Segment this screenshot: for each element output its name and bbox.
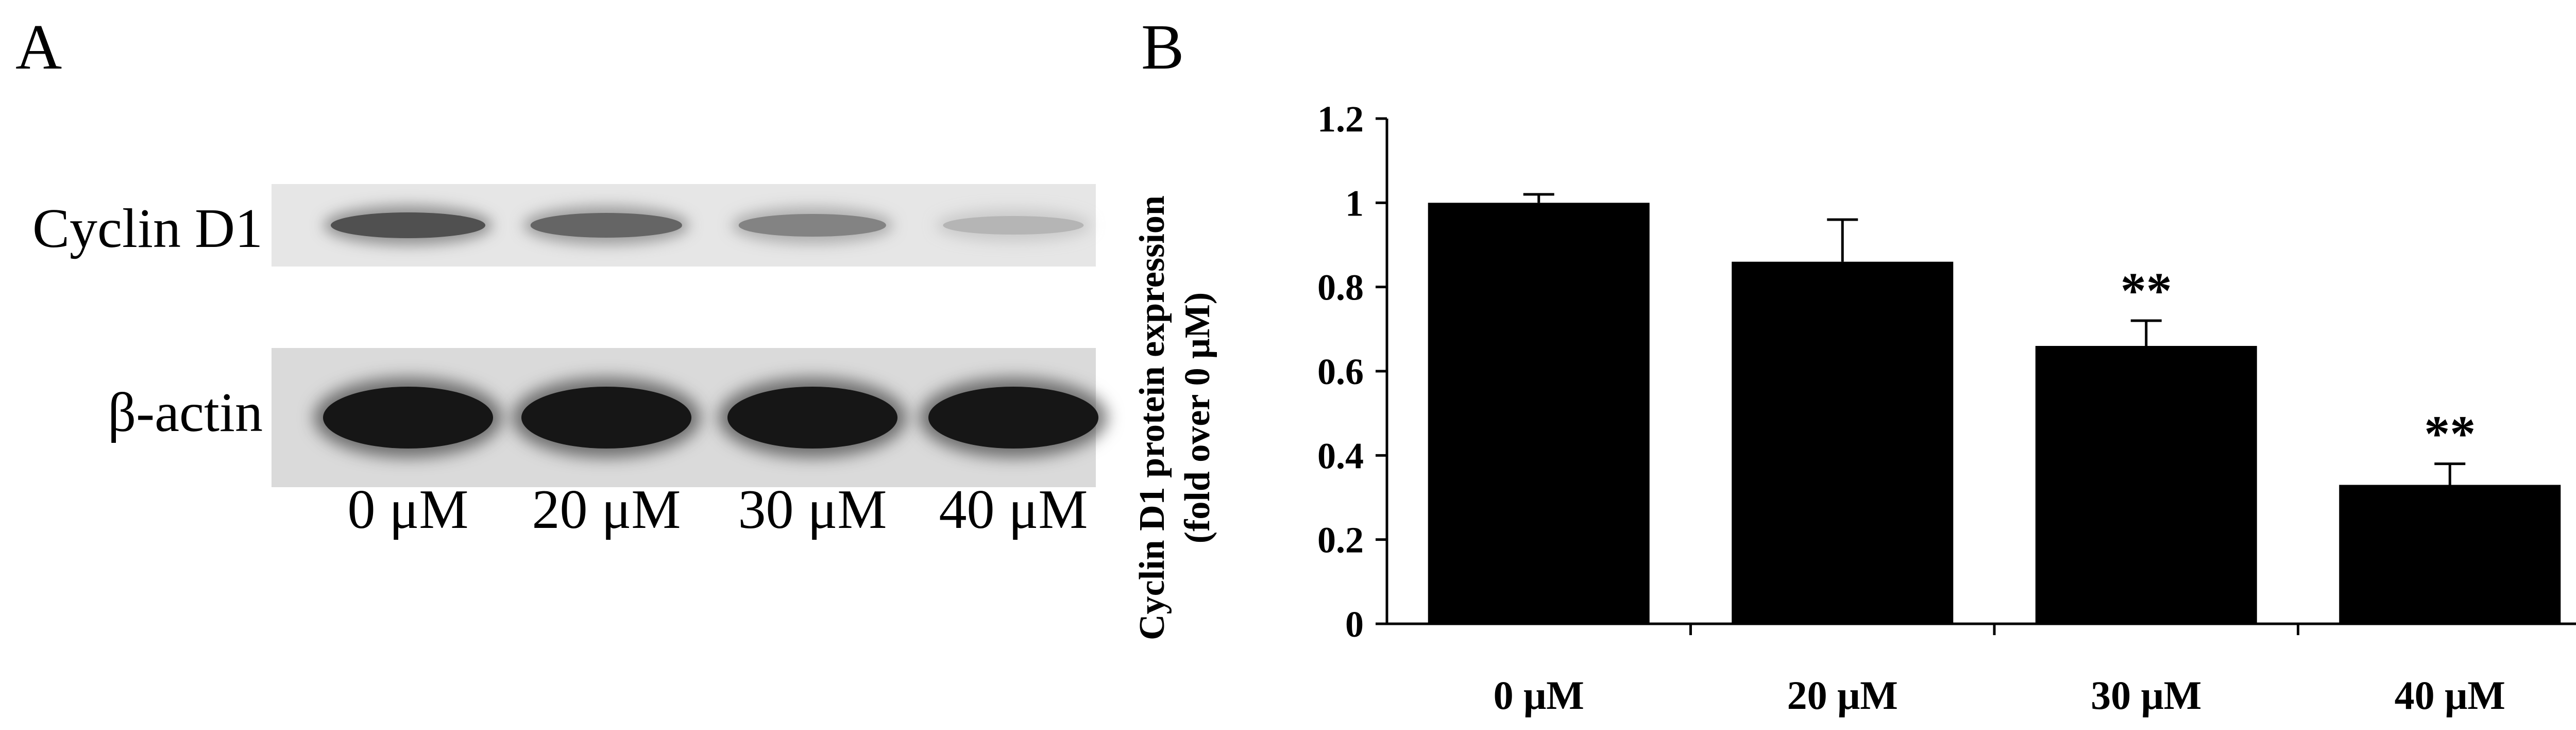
blot-band — [738, 214, 887, 237]
bar — [1428, 203, 1650, 624]
blot-band — [323, 387, 493, 449]
blot-band — [530, 213, 683, 238]
blot-band — [521, 387, 691, 449]
y-tick-label: 1.2 — [1317, 98, 1364, 140]
bar — [2339, 485, 2561, 624]
blot-band — [943, 215, 1084, 235]
blot-lane-label: 40 μM — [939, 479, 1088, 540]
significance-marker: ** — [2121, 262, 2172, 319]
y-tick-label: 0.4 — [1317, 435, 1364, 476]
x-tick-label: 40 μM — [2395, 673, 2505, 718]
panel-a-label: A — [15, 12, 62, 83]
blot-lane-label: 0 μM — [347, 479, 469, 540]
blot-band — [928, 387, 1098, 449]
blot-lane-label: 20 μM — [532, 479, 681, 540]
bar — [2035, 346, 2257, 624]
y-tick-label: 1 — [1345, 182, 1364, 224]
blot-band — [331, 212, 485, 238]
blot-row-label-beta-actin: β-actin — [108, 382, 263, 443]
panel-b-label: B — [1141, 12, 1184, 83]
y-tick-label: 0.6 — [1317, 351, 1364, 392]
y-tick-label: 0.2 — [1317, 520, 1364, 561]
x-tick-label: 30 μM — [2091, 673, 2201, 718]
blot-row-label-cyclin-d1: Cyclin D1 — [32, 198, 263, 259]
blot-strip-beta-actin — [272, 348, 1098, 487]
blot-band — [727, 387, 897, 449]
y-tick-label: 0 — [1345, 604, 1364, 645]
bar — [1732, 261, 1954, 624]
y-tick-label: 0.8 — [1317, 267, 1364, 308]
significance-marker: ** — [2424, 405, 2476, 462]
blot-lane-label: 30 μM — [738, 479, 887, 540]
x-tick-label: 0 μM — [1494, 673, 1584, 718]
blot-strip-cyclin-d1 — [272, 184, 1096, 267]
x-tick-label: 20 μM — [1787, 673, 1898, 718]
